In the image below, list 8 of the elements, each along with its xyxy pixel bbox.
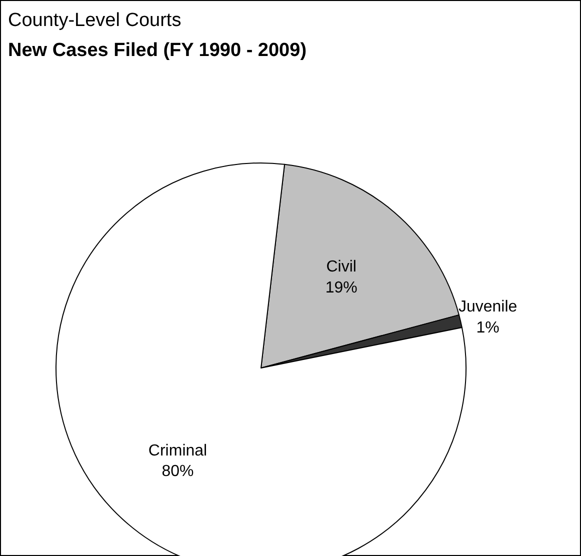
slice-label: Juvenile	[458, 298, 518, 316]
slice-label: Criminal	[148, 442, 208, 460]
data-label: 19%	[325, 279, 358, 296]
slice-label: Civil	[326, 258, 356, 276]
data-label: 80%	[162, 463, 194, 480]
data-label: 1%	[476, 319, 500, 336]
chart-title: County-Level Courts	[8, 10, 182, 31]
chart-subtitle: New Cases Filed (FY 1990 - 2009)	[8, 40, 307, 61]
